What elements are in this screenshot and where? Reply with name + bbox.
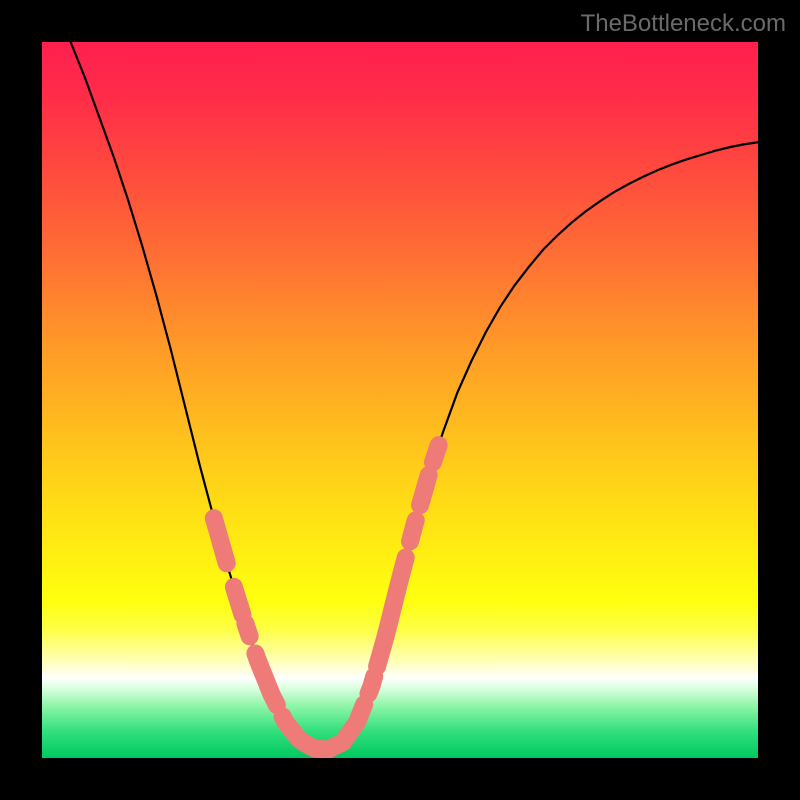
- overlay-capsule: [410, 520, 416, 541]
- overlay-capsule: [377, 558, 406, 667]
- curve-layer: [42, 42, 758, 758]
- overlay-capsule: [255, 653, 276, 705]
- overlay-capsule: [369, 676, 375, 693]
- overlay-capsule: [420, 475, 429, 505]
- curve-right: [328, 142, 758, 749]
- curve-left: [71, 42, 329, 749]
- overlay-capsule: [433, 445, 439, 462]
- plot-area: [42, 42, 758, 758]
- chart-root: TheBottleneck.com: [0, 0, 800, 800]
- overlay-capsule: [234, 587, 243, 615]
- overlay-capsule: [214, 518, 227, 563]
- overlay-capsule: [245, 623, 249, 636]
- overlay-capsule: [357, 704, 364, 722]
- watermark-text: TheBottleneck.com: [581, 10, 786, 38]
